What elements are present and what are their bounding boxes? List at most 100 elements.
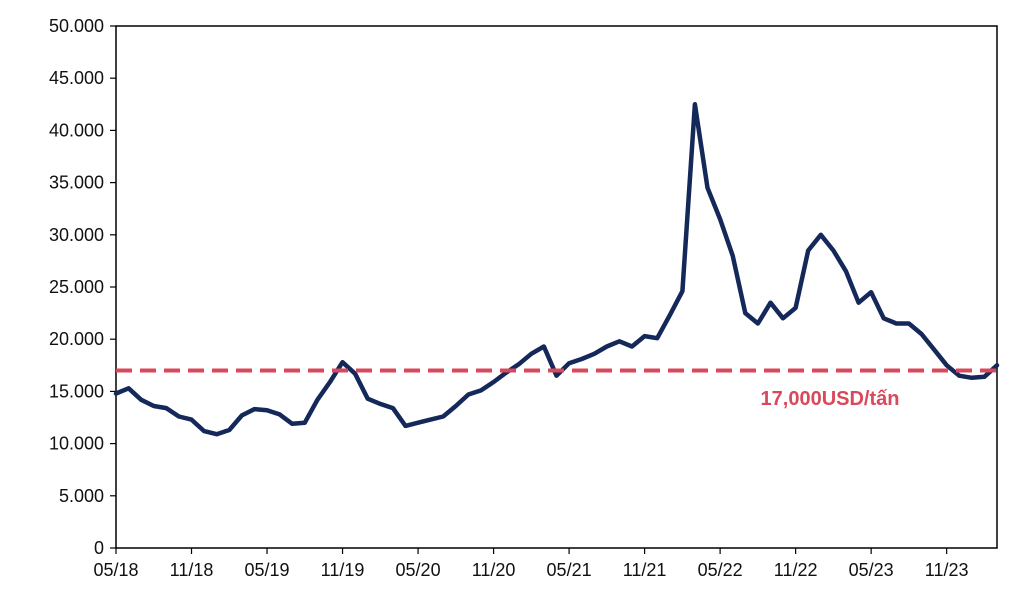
data-point	[480, 389, 482, 392]
data-point	[945, 364, 948, 367]
data-point	[996, 364, 998, 367]
y-tick-label: 15.000	[49, 381, 104, 401]
data-point	[568, 362, 570, 365]
data-point	[530, 353, 533, 355]
data-point	[455, 405, 457, 407]
data-point	[971, 377, 973, 379]
data-point	[517, 363, 520, 366]
y-tick-label: 50.000	[49, 16, 104, 36]
y-tick-label: 35.000	[49, 173, 104, 193]
data-point	[178, 415, 180, 418]
data-point	[253, 408, 256, 410]
y-tick-label: 5.000	[59, 486, 104, 506]
x-tick-label: 05/23	[849, 560, 894, 580]
data-point	[668, 314, 671, 316]
data-point	[190, 418, 193, 421]
data-point	[127, 387, 130, 390]
data-point	[757, 322, 759, 325]
x-tick-label: 05/20	[396, 560, 441, 580]
data-point	[719, 218, 721, 220]
data-point	[769, 301, 772, 304]
data-point	[555, 374, 558, 377]
data-point	[593, 353, 596, 355]
data-point	[656, 337, 658, 339]
data-point	[467, 393, 470, 396]
x-tick-label: 05/21	[547, 560, 592, 580]
data-point	[429, 418, 432, 421]
y-tick-label: 30.000	[49, 225, 104, 245]
data-point	[983, 375, 986, 378]
data-point	[820, 234, 822, 236]
data-point	[366, 397, 369, 400]
data-point	[228, 429, 231, 431]
data-point	[832, 249, 835, 252]
x-tick-label: 11/23	[925, 560, 969, 580]
data-point	[329, 381, 331, 383]
y-tick-label: 20.000	[49, 329, 104, 349]
data-point	[543, 345, 545, 348]
data-point	[933, 348, 935, 351]
data-point	[152, 405, 155, 407]
data-point	[115, 392, 117, 395]
data-point	[291, 422, 294, 425]
data-point	[392, 407, 394, 409]
x-tick-label: 05/18	[93, 560, 138, 580]
y-tick-label: 45.000	[49, 68, 104, 88]
data-point	[266, 409, 268, 411]
data-point	[845, 270, 847, 273]
data-point	[303, 421, 306, 424]
x-tick-label: 11/22	[774, 560, 818, 580]
x-tick-label: 05/22	[698, 560, 743, 580]
y-tick-label: 40.000	[49, 120, 104, 140]
x-tick-label: 05/19	[245, 560, 290, 580]
data-point	[379, 403, 382, 405]
reference-layer: 17,000USD/tấn	[116, 368, 997, 410]
data-point	[316, 398, 319, 401]
y-axis: 0 5.000 10.000 15.000 20.000 25.000 30.000 35.0…	[49, 16, 116, 558]
y-tick-label: 10.000	[49, 434, 104, 454]
reference-line-label: 17,000USD/tấn	[761, 388, 900, 410]
data-point	[165, 407, 168, 409]
data-point	[744, 312, 747, 314]
data-point	[643, 335, 646, 337]
data-point	[870, 291, 872, 294]
data-point	[908, 322, 910, 325]
x-axis: 05/18 11/18 05/19 11/19 05/20 11/20 05/21 11/21…	[93, 548, 969, 580]
data-point	[895, 322, 898, 325]
data-point	[606, 345, 608, 348]
y-tick-label: 25.000	[49, 277, 104, 297]
data-point	[354, 372, 356, 375]
data-point	[241, 414, 243, 417]
data-point	[341, 361, 344, 363]
data-point	[794, 307, 797, 309]
plot-frame	[115, 25, 998, 549]
data-point	[807, 249, 810, 252]
data-point	[417, 421, 419, 424]
x-tick-label: 11/19	[321, 560, 365, 580]
data-point	[882, 317, 885, 320]
data-point	[442, 415, 445, 418]
data-point	[694, 103, 696, 106]
data-point	[631, 345, 633, 348]
data-point	[492, 381, 495, 383]
series-layer	[113, 102, 1000, 437]
y-tick-label: 0	[94, 538, 104, 558]
x-tick-label: 11/20	[472, 560, 516, 580]
data-point	[958, 374, 961, 377]
data-point	[782, 317, 784, 320]
data-point	[681, 290, 684, 292]
data-point	[203, 430, 205, 432]
data-point	[215, 433, 218, 436]
data-point	[618, 340, 621, 343]
data-point	[278, 413, 281, 416]
data-point	[404, 425, 407, 427]
x-tick-label: 11/18	[170, 560, 214, 580]
x-tick-label: 11/21	[623, 560, 667, 580]
data-point	[920, 333, 923, 335]
data-point	[580, 358, 583, 360]
data-point	[140, 398, 142, 401]
data-point	[857, 301, 860, 304]
data-point	[706, 187, 709, 189]
